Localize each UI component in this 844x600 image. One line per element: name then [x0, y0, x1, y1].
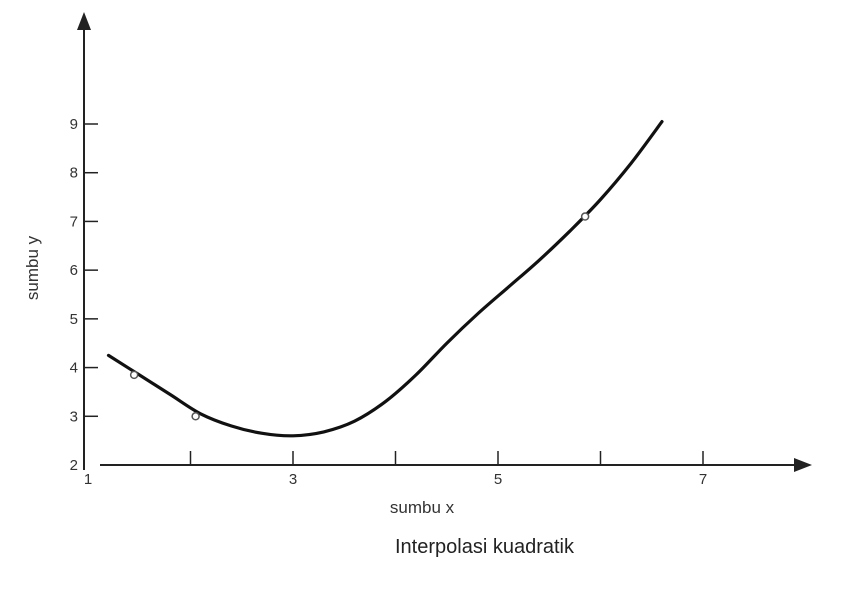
- data-points: [129, 212, 590, 421]
- axes: [77, 12, 812, 472]
- y-tick-label: 7: [70, 213, 78, 230]
- data-point: [129, 370, 139, 380]
- data-point: [580, 212, 590, 221]
- y-axis-title: sumbu y: [23, 235, 42, 300]
- x-tick-label: 3: [289, 471, 297, 488]
- x-axis-title: sumbu x: [390, 498, 455, 517]
- y-tick-label: 6: [70, 262, 78, 279]
- x-ticks: 1 3 5 7: [84, 451, 707, 488]
- x-tick-label: 7: [699, 471, 707, 488]
- data-point: [191, 412, 200, 421]
- x-tick-label: 1: [84, 471, 92, 488]
- y-tick-label: 4: [70, 360, 78, 377]
- y-ticks: 2 3 4 5 6 7 8 9: [70, 116, 98, 474]
- y-tick-label: 8: [70, 165, 78, 182]
- chart-title: Interpolasi kuadratik: [395, 536, 574, 558]
- quadratic-curve: [106, 120, 664, 438]
- y-tick-label: 9: [70, 116, 78, 133]
- x-axis-arrow: [794, 458, 812, 472]
- y-axis-arrow: [77, 12, 91, 30]
- y-tick-label: 3: [70, 408, 78, 425]
- y-tick-label: 2: [70, 457, 78, 474]
- x-tick-label: 5: [494, 471, 502, 488]
- y-tick-label: 5: [70, 311, 78, 328]
